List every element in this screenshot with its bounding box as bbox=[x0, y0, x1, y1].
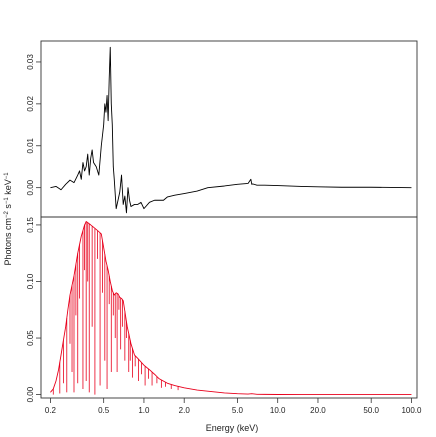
bottom-panel-frame bbox=[40, 216, 418, 399]
x-tick-label: 0.5 bbox=[98, 406, 110, 415]
x-tick-label: 50.0 bbox=[363, 406, 379, 415]
y-tick-label: 0.00 bbox=[26, 179, 35, 195]
x-tick-label: 2.0 bbox=[179, 406, 191, 415]
x-tick-label: 1.0 bbox=[138, 406, 150, 415]
y-tick-label: 0.10 bbox=[26, 273, 35, 289]
bottom-series-envelope bbox=[50, 221, 412, 396]
top-series-group bbox=[50, 46, 412, 214]
top-series-line bbox=[50, 46, 412, 214]
y-tick-label: 0.15 bbox=[26, 217, 35, 233]
x-axis: 0.2 0.5 1.0 2.0 5.0 10.0 20.0 50.0 100.0 bbox=[45, 398, 422, 415]
x-tick-label: 0.2 bbox=[45, 406, 57, 415]
x-tick-label: 10.0 bbox=[270, 406, 286, 415]
y-tick-label: 0.00 bbox=[26, 386, 35, 402]
y-tick-label: 0.05 bbox=[26, 330, 35, 346]
bottom-y-axis: 0.00 0.05 0.10 0.15 bbox=[26, 217, 41, 402]
x-tick-label: 20.0 bbox=[310, 406, 326, 415]
top-y-axis: 0.00 0.01 0.02 0.03 bbox=[26, 54, 41, 195]
y-axis-label: Photons cm−2 s−1 keV−1 bbox=[3, 172, 13, 266]
x-tick-label: 100.0 bbox=[401, 406, 422, 415]
y-tick-label: 0.03 bbox=[26, 54, 35, 70]
y-tick-label: 0.01 bbox=[26, 137, 35, 153]
x-tick-label: 5.0 bbox=[232, 406, 244, 415]
x-axis-label: Energy (keV) bbox=[206, 423, 259, 433]
y-tick-label: 0.02 bbox=[26, 96, 35, 112]
bottom-series-group bbox=[50, 221, 412, 396]
